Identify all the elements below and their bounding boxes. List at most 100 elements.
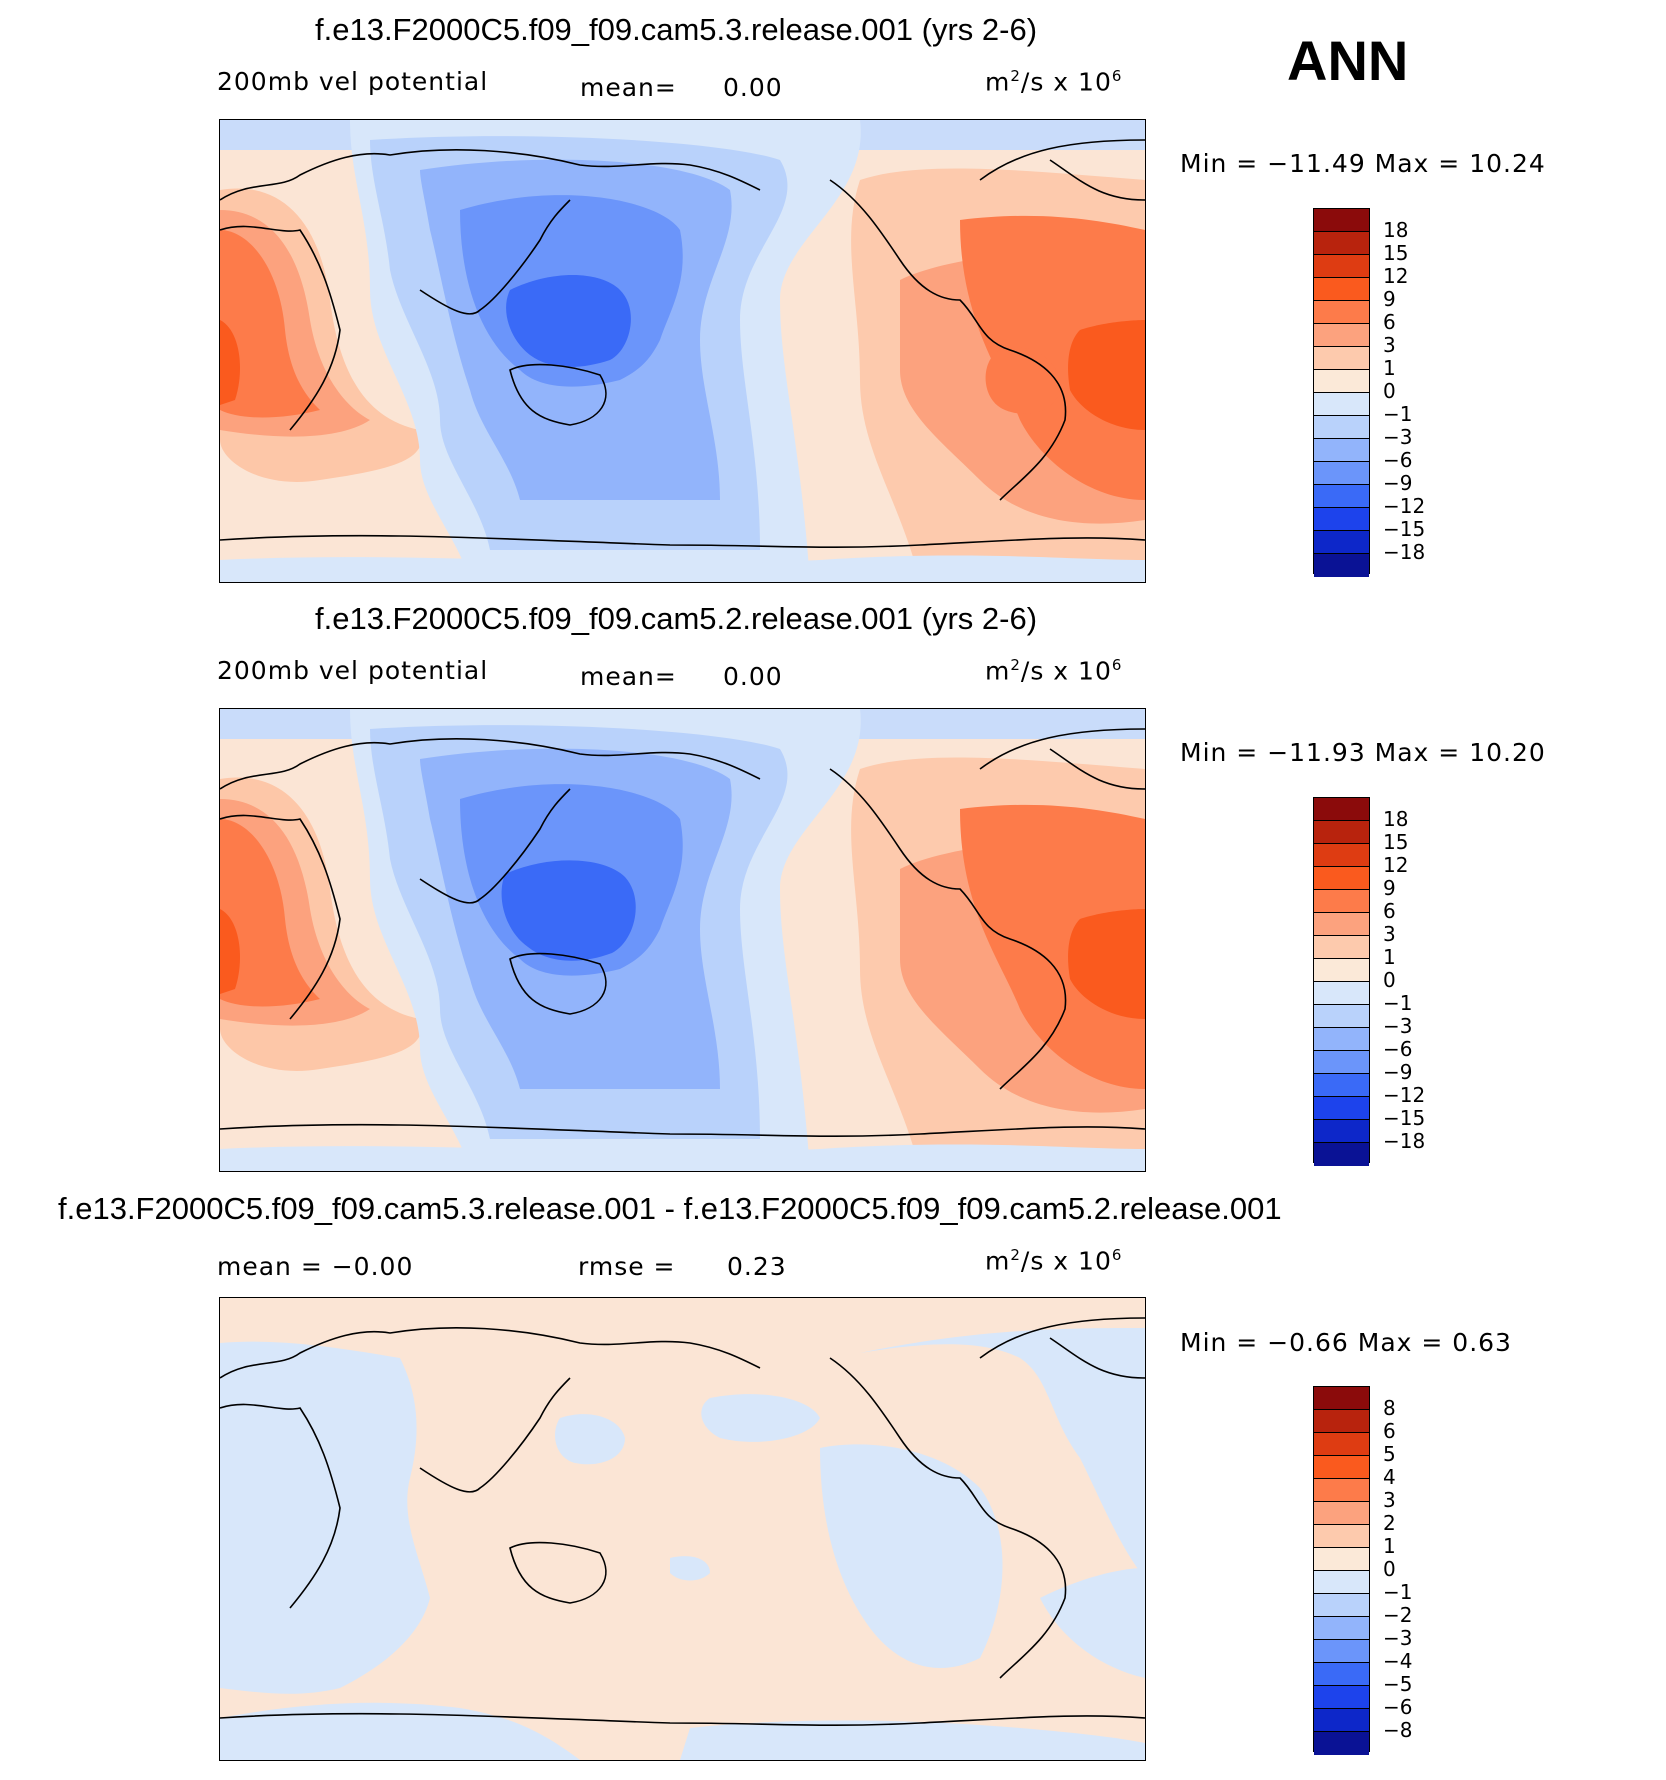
panel-1-field-label: 200mb vel potential: [217, 67, 489, 96]
colorbar-swatch: [1314, 913, 1369, 936]
colorbar-tick-label: 0: [1383, 379, 1396, 403]
colorbar-swatch: [1314, 1433, 1369, 1456]
colorbar-swatch: [1314, 1571, 1369, 1594]
panel-2-units: m2/s x 106: [985, 656, 1123, 686]
colorbar-tick-label: 12: [1383, 853, 1409, 877]
colorbar-tick-label: 6: [1383, 310, 1396, 334]
panel-1-mean-label: mean=: [580, 73, 677, 102]
panel-3-rmse-value: 0.23: [727, 1252, 787, 1281]
panel-1-units: m2/s x 106: [985, 67, 1123, 97]
panel-1-colorbar: [1313, 208, 1370, 577]
colorbar-swatch: [1314, 821, 1369, 844]
colorbar-swatch: [1314, 554, 1369, 577]
colorbar-swatch: [1314, 1120, 1369, 1143]
colorbar-swatch: [1314, 1502, 1369, 1525]
panel-2-mean-label: mean=: [580, 662, 677, 691]
colorbar-swatch: [1314, 1686, 1369, 1709]
colorbar-swatch: [1314, 1456, 1369, 1479]
colorbar-tick-label: −1: [1383, 402, 1413, 426]
panel-1-title: f.e13.F2000C5.f09_f09.cam5.3.release.001…: [315, 12, 1038, 47]
colorbar-swatch: [1314, 1051, 1369, 1074]
colorbar-swatch: [1314, 209, 1369, 232]
colorbar-swatch: [1314, 370, 1369, 393]
colorbar-swatch: [1314, 1594, 1369, 1617]
panel-2-map: [219, 708, 1146, 1172]
colorbar-tick-label: −1: [1383, 991, 1413, 1015]
colorbar-tick-label: −12: [1383, 1083, 1426, 1107]
colorbar-tick-label: 6: [1383, 899, 1396, 923]
colorbar-swatch: [1314, 278, 1369, 301]
colorbar-tick-label: −3: [1383, 1014, 1413, 1038]
colorbar-tick-label: 1: [1383, 1534, 1396, 1558]
panel-3-mean-label: mean = −0.00: [217, 1252, 414, 1281]
colorbar-tick-label: −6: [1383, 448, 1413, 472]
colorbar-swatch: [1314, 439, 1369, 462]
colorbar-tick-label: −18: [1383, 540, 1426, 564]
colorbar-tick-label: −3: [1383, 1626, 1413, 1650]
colorbar-tick-label: −9: [1383, 1060, 1413, 1084]
colorbar-swatch: [1314, 1709, 1369, 1732]
panel-3-minmax: Min = −0.66 Max = 0.63: [1180, 1328, 1512, 1357]
colorbar-tick-label: 1: [1383, 356, 1396, 380]
colorbar-tick-label: −6: [1383, 1037, 1413, 1061]
colorbar-swatch: [1314, 1732, 1369, 1755]
colorbar-swatch: [1314, 890, 1369, 913]
colorbar-swatch: [1314, 798, 1369, 821]
colorbar-tick-label: −15: [1383, 1106, 1426, 1130]
colorbar-swatch: [1314, 1479, 1369, 1502]
colorbar-swatch: [1314, 1548, 1369, 1571]
colorbar-swatch: [1314, 1410, 1369, 1433]
panel-3-units: m2/s x 106: [985, 1246, 1123, 1276]
colorbar-swatch: [1314, 531, 1369, 554]
colorbar-swatch: [1314, 867, 1369, 890]
colorbar-tick-label: 9: [1383, 287, 1396, 311]
colorbar-swatch: [1314, 462, 1369, 485]
colorbar-tick-label: 3: [1383, 1488, 1396, 1512]
colorbar-swatch: [1314, 301, 1369, 324]
colorbar-tick-label: 0: [1383, 968, 1396, 992]
colorbar-tick-label: 18: [1383, 807, 1409, 831]
colorbar-swatch: [1314, 232, 1369, 255]
panel-3-map: [219, 1297, 1146, 1761]
colorbar-tick-label: −9: [1383, 471, 1413, 495]
colorbar-tick-label: −18: [1383, 1129, 1426, 1153]
panel-1-mean-value: 0.00: [723, 73, 783, 102]
colorbar-swatch: [1314, 508, 1369, 531]
colorbar-swatch: [1314, 1028, 1369, 1051]
colorbar-swatch: [1314, 393, 1369, 416]
season-label: ANN: [1287, 29, 1409, 92]
colorbar-tick-label: 18: [1383, 218, 1409, 242]
colorbar-swatch: [1314, 1097, 1369, 1120]
colorbar-swatch: [1314, 982, 1369, 1005]
colorbar-swatch: [1314, 844, 1369, 867]
colorbar-tick-label: 5: [1383, 1442, 1396, 1466]
panel-2-field-label: 200mb vel potential: [217, 656, 489, 685]
colorbar-tick-label: 8: [1383, 1396, 1396, 1420]
colorbar-tick-label: 9: [1383, 876, 1396, 900]
panel-2-colorbar: [1313, 797, 1370, 1166]
colorbar-tick-label: −12: [1383, 494, 1426, 518]
panel-2-minmax: Min = −11.93 Max = 10.20: [1180, 738, 1546, 767]
colorbar-swatch: [1314, 1640, 1369, 1663]
panel-3-title: f.e13.F2000C5.f09_f09.cam5.3.release.001…: [58, 1191, 1282, 1226]
colorbar-tick-label: 4: [1383, 1465, 1396, 1489]
colorbar-swatch: [1314, 1074, 1369, 1097]
colorbar-tick-label: 12: [1383, 264, 1409, 288]
colorbar-tick-label: 3: [1383, 333, 1396, 357]
colorbar-tick-label: 15: [1383, 830, 1409, 854]
colorbar-tick-label: −15: [1383, 517, 1426, 541]
colorbar-tick-label: −1: [1383, 1580, 1413, 1604]
colorbar-swatch: [1314, 1143, 1369, 1166]
colorbar-swatch: [1314, 347, 1369, 370]
colorbar-swatch: [1314, 1617, 1369, 1640]
colorbar-tick-label: 2: [1383, 1511, 1396, 1535]
colorbar-swatch: [1314, 1387, 1369, 1410]
colorbar-tick-label: −2: [1383, 1603, 1413, 1627]
colorbar-tick-label: 3: [1383, 922, 1396, 946]
panel-2-mean-value: 0.00: [723, 662, 783, 691]
panel-3-colorbar: [1313, 1386, 1370, 1755]
panel-1-minmax: Min = −11.49 Max = 10.24: [1180, 149, 1546, 178]
panel-3-rmse-label: rmse =: [578, 1252, 676, 1281]
colorbar-swatch: [1314, 1525, 1369, 1548]
colorbar-tick-label: 6: [1383, 1419, 1396, 1443]
